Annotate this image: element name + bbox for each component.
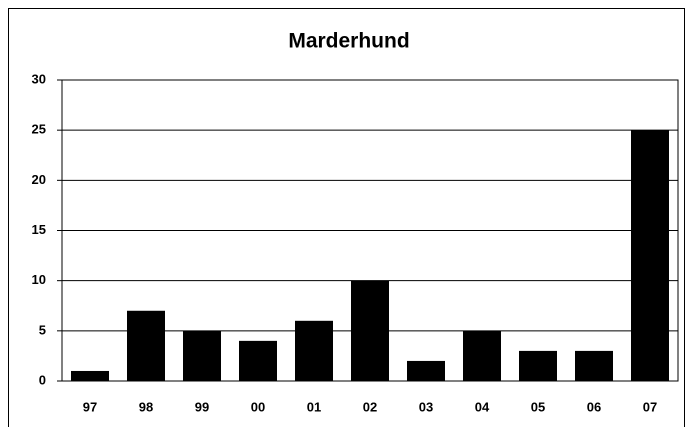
x-tick-label: 97 [83, 399, 97, 414]
bar [407, 360, 445, 381]
x-tick-label: 04 [475, 399, 490, 414]
bar [183, 330, 221, 381]
y-tick-label: 20 [32, 172, 46, 187]
x-tick-label: 03 [419, 399, 433, 414]
bar [71, 370, 109, 381]
chart-title: Marderhund [288, 30, 409, 53]
x-tick-label: 98 [139, 399, 153, 414]
bar [239, 340, 277, 381]
bar [575, 350, 613, 381]
bar [463, 330, 501, 381]
x-tick-label: 06 [587, 399, 601, 414]
x-tick-label: 01 [307, 399, 321, 414]
y-tick-label: 15 [32, 222, 46, 237]
x-tick-label: 00 [251, 399, 265, 414]
x-tick-label: 05 [531, 399, 545, 414]
bar [631, 130, 669, 381]
y-tick-label: 0 [39, 372, 46, 387]
bar [519, 350, 557, 381]
x-tick-label: 02 [363, 399, 377, 414]
y-tick-label: 10 [32, 272, 46, 287]
bar [295, 320, 333, 381]
x-tick-label: 99 [195, 399, 209, 414]
y-tick-label: 25 [32, 122, 46, 137]
y-tick-label: 30 [32, 71, 46, 86]
bar [351, 280, 389, 381]
y-tick-label: 5 [39, 322, 46, 337]
bar [127, 310, 165, 381]
x-tick-label: 07 [643, 399, 657, 414]
